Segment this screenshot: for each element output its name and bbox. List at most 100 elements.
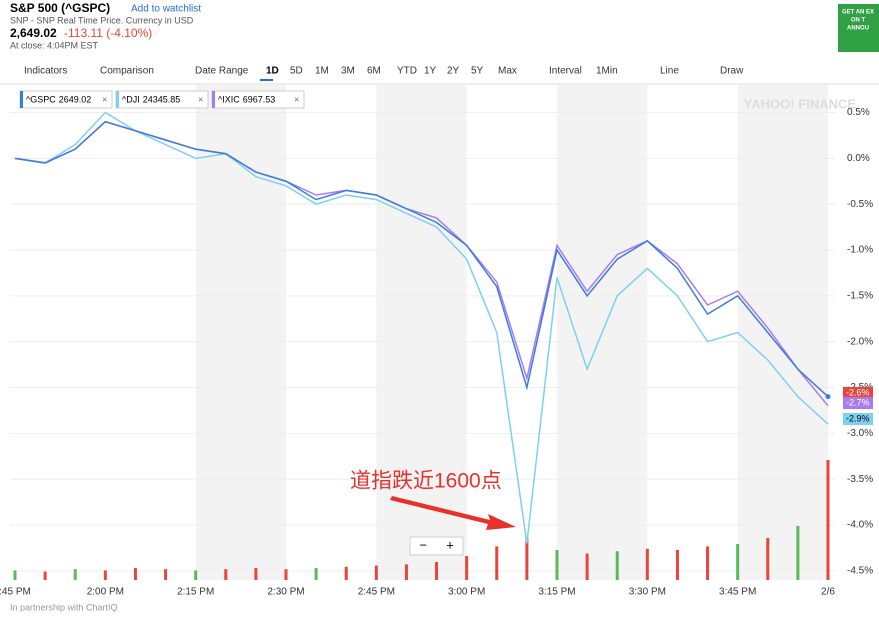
zoom-box bbox=[409, 536, 464, 556]
legend-close[interactable]: × bbox=[102, 94, 107, 104]
toolbar-item[interactable]: 1D bbox=[266, 66, 279, 77]
volume-bar bbox=[404, 564, 408, 580]
legend-name: ^GSPC bbox=[26, 94, 56, 104]
legend-name: ^IXIC bbox=[218, 94, 240, 104]
y-tick-label: 0.0% bbox=[847, 153, 870, 164]
toolbar-item[interactable]: YTD bbox=[397, 66, 417, 77]
volume-bar bbox=[254, 568, 258, 580]
annotation: 道指跌近1600点 bbox=[350, 470, 502, 493]
price: 2,649.02 bbox=[10, 26, 57, 40]
toolbar-item[interactable]: 1M bbox=[315, 66, 329, 77]
last-point bbox=[825, 394, 831, 400]
volume-bar bbox=[585, 553, 589, 580]
x-tick-label: 2/6 bbox=[821, 587, 835, 598]
x-tick-label: :45 PM bbox=[0, 587, 31, 598]
toolbar-item[interactable]: Line bbox=[660, 66, 679, 77]
ad-text: ON T bbox=[851, 18, 866, 24]
volume-bar bbox=[284, 569, 288, 580]
volume-bar bbox=[736, 544, 740, 580]
y-tick-label: -4.0% bbox=[847, 520, 873, 531]
volume-bar bbox=[826, 460, 830, 580]
volume-bar bbox=[495, 546, 499, 580]
zoom-button[interactable]: + bbox=[446, 537, 454, 552]
volume-bar bbox=[164, 569, 168, 580]
toolbar-item[interactable]: Date Range bbox=[195, 66, 249, 77]
volume-bar bbox=[103, 570, 107, 580]
toolbar-item[interactable]: Max bbox=[498, 66, 517, 77]
volume-bar bbox=[465, 556, 469, 580]
legend-name: ^DJI bbox=[122, 94, 140, 104]
title: S&P 500 (^GSPC) bbox=[10, 1, 110, 15]
x-tick-label: 2:45 PM bbox=[358, 587, 395, 598]
x-tick-label: 2:15 PM bbox=[177, 587, 214, 598]
x-tick-label: 3:30 PM bbox=[629, 587, 666, 598]
volume-bar bbox=[706, 546, 710, 580]
toolbar-item[interactable]: Comparison bbox=[100, 66, 154, 77]
watchlist[interactable]: Add to watchlist bbox=[131, 4, 201, 15]
subtitle: SNP - SNP Real Time Price. Currency in U… bbox=[10, 15, 194, 25]
x-tick-label: 2:00 PM bbox=[87, 587, 124, 598]
ad-text: ANNOU bbox=[847, 26, 869, 32]
y-tick-label: -4.5% bbox=[847, 565, 873, 576]
end-label-box bbox=[843, 397, 873, 409]
legend-price: 2649.02 bbox=[59, 94, 92, 104]
legend-close[interactable]: × bbox=[294, 94, 299, 104]
x-tick-label: 3:15 PM bbox=[538, 587, 575, 598]
volume-bar bbox=[615, 551, 619, 580]
x-tick-label: 3:00 PM bbox=[448, 587, 485, 598]
series-line bbox=[14, 120, 829, 398]
legend-price: 6967.53 bbox=[243, 94, 276, 104]
toolbar-item[interactable]: 2Y bbox=[447, 66, 460, 77]
toolbar-item[interactable]: Interval bbox=[549, 66, 582, 77]
volume-bar bbox=[796, 526, 800, 580]
toolbar-item[interactable]: 3M bbox=[341, 66, 355, 77]
toolbar-item[interactable]: 1Min bbox=[596, 66, 618, 77]
volume-bar bbox=[435, 562, 439, 580]
footer: In partnership with ChartIQ bbox=[10, 602, 118, 612]
volume-bar bbox=[194, 570, 198, 580]
legend-price: 24345.85 bbox=[143, 94, 181, 104]
x-tick-label: 3:45 PM bbox=[719, 587, 756, 598]
volume-bar bbox=[344, 566, 348, 580]
close-time: At close: 4:04PM EST bbox=[10, 40, 99, 50]
volume-bar bbox=[675, 550, 679, 580]
volume-bar bbox=[374, 565, 378, 580]
arrow bbox=[390, 496, 516, 530]
y-tick-label: -1.5% bbox=[847, 290, 873, 301]
ad-text: GET AN EX bbox=[842, 10, 874, 16]
change: -113.11 (-4.10%) bbox=[64, 26, 152, 40]
y-tick-label: -3.0% bbox=[847, 428, 873, 439]
volume-bar bbox=[13, 570, 17, 580]
legend-close[interactable]: × bbox=[198, 94, 203, 104]
volume-bar bbox=[645, 548, 649, 580]
x-tick-label: 2:30 PM bbox=[267, 587, 304, 598]
end-label-box bbox=[843, 387, 873, 399]
y-tick-label: -2.0% bbox=[847, 336, 873, 347]
volume-bar bbox=[766, 538, 770, 580]
legend-swatch bbox=[116, 91, 119, 108]
band bbox=[195, 85, 286, 580]
end-label-box bbox=[843, 413, 873, 425]
y-tick-label: -0.5% bbox=[847, 199, 873, 210]
volume-bar bbox=[555, 550, 559, 580]
ad[interactable] bbox=[838, 4, 879, 52]
series-line bbox=[14, 111, 829, 544]
volume-bar bbox=[133, 568, 137, 580]
toolbar-item[interactable]: 6M bbox=[367, 66, 381, 77]
toolbar-item[interactable]: Indicators bbox=[24, 66, 67, 77]
y-tick-label: -3.5% bbox=[847, 474, 873, 485]
toolbar-item[interactable]: Draw bbox=[720, 66, 744, 77]
toolbar-item[interactable]: 5Y bbox=[471, 66, 484, 77]
toolbar-item[interactable]: 5D bbox=[290, 66, 303, 77]
end-label: -2.7% bbox=[846, 397, 870, 407]
watermark: YAHOO! FINANCE bbox=[744, 96, 857, 111]
volume-bar bbox=[73, 569, 77, 580]
volume-bar bbox=[224, 569, 228, 580]
end-label: -2.6% bbox=[846, 387, 870, 397]
band bbox=[737, 85, 828, 580]
zoom-button[interactable]: − bbox=[419, 537, 427, 552]
toolbar-item[interactable]: 1Y bbox=[424, 66, 437, 77]
legend-swatch bbox=[212, 91, 215, 108]
